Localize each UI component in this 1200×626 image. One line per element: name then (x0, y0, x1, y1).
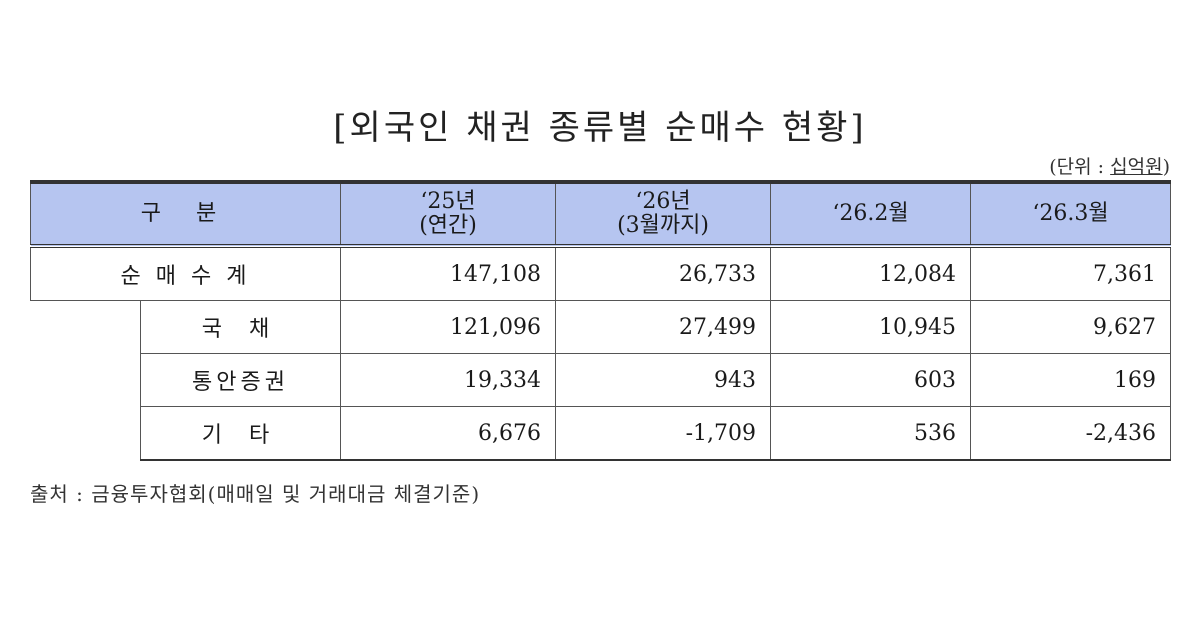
header-label: ‘25년 (420, 188, 476, 214)
cell-value: 26,733 (555, 245, 772, 301)
unit-suffix: ) (1162, 156, 1170, 178)
table-row-gov-bond: 국 채 121,096 27,499 10,945 9,627 (30, 300, 1172, 460)
indent-spacer (30, 300, 141, 460)
header-sublabel: (3월까지) (617, 213, 709, 238)
cell-value: 10,945 (770, 300, 972, 354)
table-header-row: 구 분 ‘25년 (연간) ‘26년 (3월까지) ‘26.2월 ‘26.3월 (29, 180, 1172, 248)
net-purchase-table: 구 분 ‘25년 (연간) ‘26년 (3월까지) ‘26.2월 ‘26.3월 … (29, 180, 1172, 461)
header-label: ‘26.2월 (832, 200, 909, 226)
cell-value: 121,096 (340, 300, 557, 354)
cell-value: 12,084 (770, 245, 972, 301)
row-label: 국 채 (139, 300, 342, 354)
cell-value: 19,334 (340, 353, 557, 407)
header-label: ‘26.3월 (1032, 200, 1109, 226)
row-label: 기 타 (139, 406, 342, 461)
source-note: 출처 : 금융투자협회(매매일 및 거래대금 체결기준) (30, 482, 481, 506)
page-title: [외국인 채권 종류별 순매수 현황] (333, 108, 867, 148)
cell-value: 9,627 (970, 300, 1172, 354)
row-label: 통안증권 (139, 353, 342, 407)
cell-value: 27,499 (555, 300, 772, 354)
header-2026-feb: ‘26.2월 (770, 180, 972, 248)
unit-prefix: (단위 : (1049, 156, 1111, 178)
cell-value: 943 (555, 353, 772, 407)
header-category: 구 분 (29, 180, 342, 248)
table-row-msb: 통안증권 19,334 943 603 169 (31, 353, 1172, 407)
header-label: ‘26년 (635, 188, 691, 214)
cell-value: 6,676 (340, 406, 557, 461)
cell-value: 7,361 (970, 245, 1172, 301)
table-row-other: 기 타 6,676 -1,709 536 -2,436 (31, 406, 1172, 461)
cell-value: 536 (770, 406, 972, 461)
unit-value: 십억원 (1110, 156, 1163, 178)
cell-value: 147,108 (340, 245, 557, 301)
cell-value: 603 (770, 353, 972, 407)
cell-value: -2,436 (970, 406, 1172, 461)
header-2025: ‘25년 (연간) (340, 180, 557, 248)
table-row-total: 순 매 수 계 147,108 26,733 12,084 7,361 (29, 245, 1172, 301)
unit-note: (단위 : 십억원) (1049, 152, 1170, 179)
row-label: 순 매 수 계 (29, 245, 342, 301)
header-label: 구 분 (140, 200, 231, 226)
cell-value: -1,709 (555, 406, 772, 461)
header-sublabel: (연간) (419, 213, 477, 238)
header-2026-mar: ‘26.3월 (970, 180, 1172, 248)
header-2026: ‘26년 (3월까지) (555, 180, 772, 248)
cell-value: 169 (970, 353, 1172, 407)
